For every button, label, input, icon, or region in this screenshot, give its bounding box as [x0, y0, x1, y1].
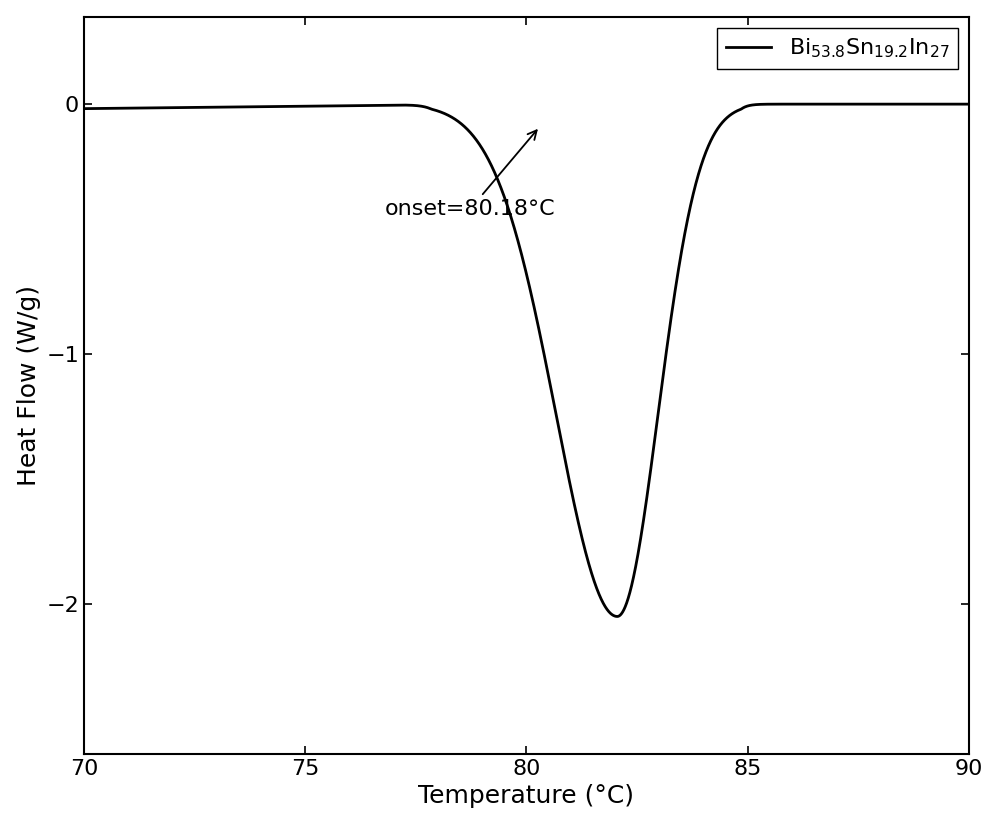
- Text: onset=80.18°C: onset=80.18°C: [385, 130, 555, 219]
- Y-axis label: Heat Flow (W/g): Heat Flow (W/g): [17, 285, 41, 486]
- Legend: Bi$_{53.8}$Sn$_{19.2}$In$_{27}$: Bi$_{53.8}$Sn$_{19.2}$In$_{27}$: [717, 28, 958, 69]
- X-axis label: Temperature (°C): Temperature (°C): [418, 785, 634, 808]
